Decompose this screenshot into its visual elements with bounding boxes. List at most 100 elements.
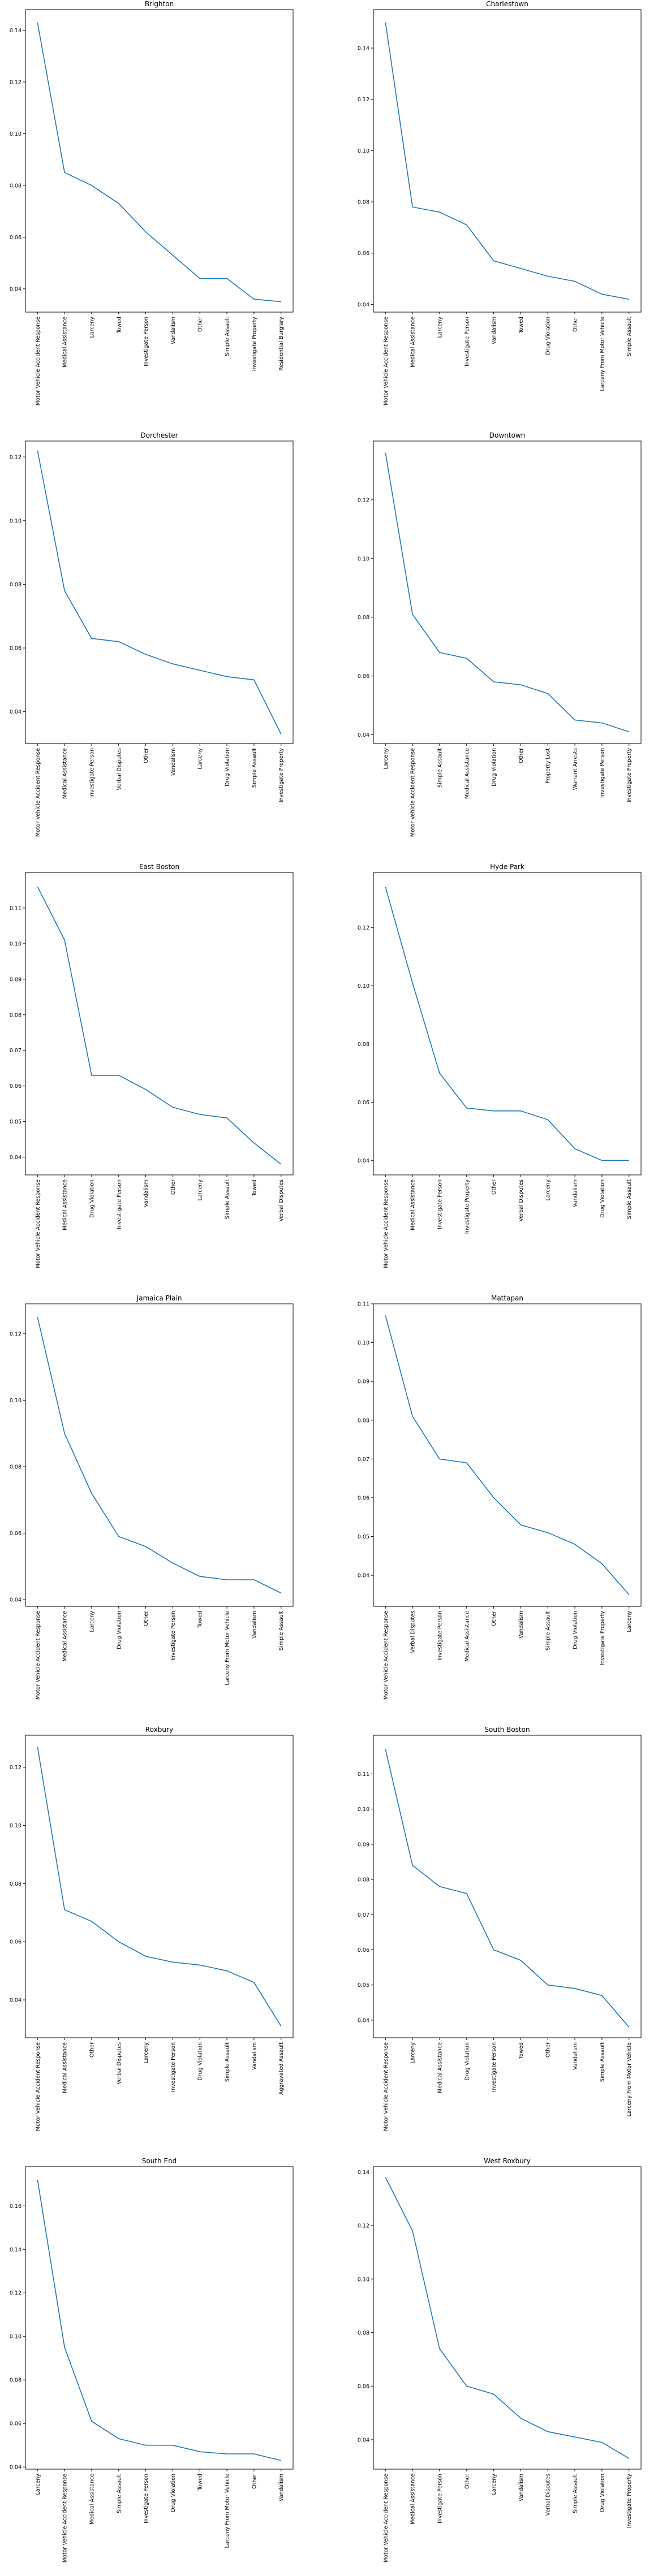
x-tick-label: Investigate Property: [251, 317, 257, 371]
y-tick-label: 0.06: [10, 1531, 21, 1537]
x-tick-label: Motor Vehicle Accident Response: [383, 2042, 389, 2131]
x-tick-label: Medical Assistance: [410, 1179, 416, 1230]
x-tick-label: Drug Violation: [89, 1179, 95, 1218]
x-tick-label: Larceny: [383, 748, 389, 770]
x-tick-label: Larceny: [143, 2042, 149, 2064]
y-tick-label: 0.12: [10, 1765, 21, 1771]
x-tick-label: Medical Assistance: [89, 2474, 95, 2525]
x-tick-label: Larceny: [35, 2474, 41, 2495]
x-tick-label: Medical Assistance: [410, 2474, 416, 2525]
series-line: [385, 452, 629, 732]
x-tick-label: Property Lost: [545, 748, 552, 784]
y-tick-label: 0.10: [10, 131, 21, 137]
x-tick-label: Motor Vehicle Accident Response: [410, 748, 416, 837]
x-tick-label: Investigate Person: [599, 748, 605, 798]
x-tick-label: Larceny: [410, 2042, 416, 2064]
axes-frame: [25, 872, 294, 1175]
series-line: [385, 1315, 630, 1595]
x-tick-label: Investigate Person: [437, 2474, 443, 2523]
x-tick-label: Verbal Disputes: [410, 1611, 416, 1653]
x-tick-label: Drug Violation: [599, 2474, 605, 2512]
axes-frame: [25, 1303, 294, 1607]
chart-title: Hyde Park: [490, 863, 524, 871]
chart-title: Roxbury: [145, 1726, 173, 1734]
x-tick-label: Larceny: [626, 1611, 633, 1632]
chart-title: Dorchester: [140, 431, 178, 439]
axes-frame: [25, 440, 294, 744]
x-tick-label: Simple Assault: [116, 2474, 122, 2513]
y-tick-label: 0.16: [10, 2203, 21, 2210]
y-tick-label: 0.10: [10, 518, 21, 524]
x-tick-label: Other: [491, 1179, 497, 1195]
x-tick-label: Medical Assistance: [62, 2042, 68, 2093]
x-tick-label: Drug Violation: [197, 2042, 204, 2081]
y-tick-label: 0.08: [10, 2378, 21, 2384]
x-tick-label: Larceny: [89, 1611, 95, 1632]
x-tick-label: Investigate Person: [116, 1179, 122, 1229]
y-tick-label: 0.08: [10, 183, 21, 189]
y-tick-label: 0.07: [358, 1912, 369, 1918]
x-tick-label: Other: [143, 748, 149, 763]
chart-title: South Boston: [484, 1726, 530, 1734]
chart-title: Downtown: [489, 431, 525, 439]
chart-title: West Roxbury: [484, 2157, 530, 2165]
chart-title: Jamaica Plain: [136, 1294, 182, 1302]
y-tick-label: 0.08: [10, 1464, 21, 1471]
y-tick-label: 0.11: [10, 905, 21, 911]
y-tick-label: 0.06: [358, 1100, 369, 1106]
chart-jamaica-plain: Jamaica Plain 0.04 0.06 0.08 0.10 0.12 Motor V…: [10, 1294, 294, 1700]
x-tick-label: Larceny From Motor Vehicle: [225, 2474, 231, 2548]
y-tick-label: 0.14: [358, 2169, 369, 2176]
y-tick-label: 0.12: [10, 1331, 21, 1337]
x-tick-label: Verbal Disputes: [278, 1179, 285, 1222]
series-line: [37, 1317, 282, 1594]
y-tick-label: 0.12: [358, 97, 369, 103]
x-tick-label: Investigate Person: [143, 317, 149, 366]
x-tick-label: Larceny: [437, 317, 443, 338]
x-tick-label: Investigate Property: [464, 1179, 470, 1234]
x-tick-label: Medical Assistance: [62, 317, 68, 368]
y-tick-label: 0.04: [358, 2437, 369, 2443]
chart-roxbury: Roxbury 0.04 0.06 0.08 0.10 0.12 Motor Vehicle…: [10, 1726, 294, 2131]
y-tick-label: 0.14: [10, 28, 21, 34]
x-tick-label: Larceny: [89, 317, 95, 338]
y-tick-label: 0.04: [358, 2017, 369, 2024]
x-tick-label: Towed: [116, 317, 122, 334]
x-tick-label: Vandalism: [518, 1611, 524, 1639]
axes-frame: [373, 1735, 642, 2038]
y-tick-label: 0.06: [358, 2384, 369, 2390]
chart-dorchester: Dorchester 0.04 0.06 0.08 0.10 0.12 Motor Vehi…: [10, 431, 294, 837]
y-tick-label: 0.07: [10, 1048, 21, 1054]
x-tick-label: Motor Vehicle Accident Response: [35, 2042, 41, 2131]
y-tick-label: 0.06: [358, 250, 369, 257]
x-tick-label: Medical Assistance: [410, 317, 416, 368]
x-tick-label: Medical Assistance: [464, 748, 470, 799]
x-tick-label: Drug Violation: [170, 2474, 177, 2512]
x-tick-label: Vandalism: [278, 2474, 285, 2501]
y-tick-label: 0.11: [358, 1771, 369, 1778]
x-tick-label: Simple Assault: [599, 2042, 605, 2082]
y-tick-label: 0.06: [10, 1939, 21, 1946]
series-line: [37, 2179, 281, 2461]
x-tick-label: Verbal Disputes: [116, 2042, 122, 2085]
series-line: [385, 1749, 630, 2028]
chart-title: East Boston: [139, 863, 179, 871]
axes-frame: [25, 9, 294, 313]
x-tick-label: Towed: [518, 317, 524, 334]
x-tick-label: Investigate Person: [170, 2042, 177, 2092]
y-tick-label: 0.04: [10, 709, 21, 715]
axes-frame: [373, 9, 642, 313]
y-tick-label: 0.10: [10, 1398, 21, 1404]
x-tick-label: Drug Violation: [225, 748, 231, 786]
y-tick-label: 0.05: [358, 1982, 369, 1989]
y-tick-label: 0.08: [358, 1041, 369, 1048]
x-tick-label: Larceny From Motor Vehicle: [626, 2042, 633, 2117]
x-tick-label: Vandalism: [251, 2042, 257, 2070]
y-tick-label: 0.11: [358, 1302, 369, 1308]
y-tick-label: 0.04: [10, 1998, 21, 2004]
y-tick-label: 0.05: [10, 1119, 21, 1125]
x-tick-label: Simple Assault: [626, 1179, 633, 1219]
x-tick-label: Motor Vehicle Accident Response: [35, 1179, 41, 1268]
x-tick-label: Investigate Person: [89, 748, 95, 798]
